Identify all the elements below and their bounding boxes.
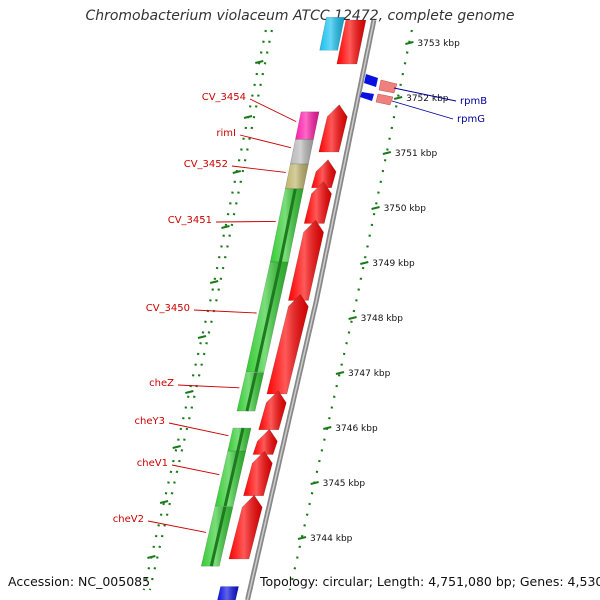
rna-feature-rpmG <box>375 93 394 106</box>
inner-major-tick <box>209 280 219 284</box>
genome-backbone <box>245 19 377 600</box>
label-leader <box>171 464 220 476</box>
gene-stripe <box>254 261 282 373</box>
label-leader <box>249 98 297 123</box>
label-leader <box>215 220 276 223</box>
red-gene-3-shade <box>311 159 337 188</box>
red-gene-8-shade <box>252 429 278 455</box>
gene-label-CV_3450: CV_3450 <box>146 303 190 314</box>
gene-stripe <box>236 427 245 452</box>
rna-features: rpmB rpmG <box>360 74 487 125</box>
gene-label-CV_3452: CV_3452 <box>184 159 228 170</box>
gene-stripe <box>223 450 240 507</box>
scale-label: 3752 kbp <box>406 94 449 104</box>
label-leader <box>239 134 292 149</box>
scale-tick <box>297 536 307 540</box>
scale-tick <box>335 371 345 375</box>
rna-arrow-blue-2 <box>360 92 374 101</box>
red-gene-5-shade <box>288 220 324 301</box>
gene-CV_3454-shade <box>295 111 320 140</box>
rna-arrow-blue-1 <box>364 74 378 87</box>
scale-tick <box>382 151 392 155</box>
gene-blue-10-shade <box>217 586 239 600</box>
gene-labels: CV_3454 rimI CV_3452 CV_3451 CV_3450 cheZ cheY… <box>113 92 297 533</box>
scale-label: 3753 kbp <box>417 39 460 49</box>
inner-major-tick <box>197 335 207 339</box>
scale-label: 3749 kbp <box>372 259 415 269</box>
rna-leader <box>393 87 457 102</box>
accession-text: Accession: NC_005085 <box>8 574 151 589</box>
red-gene-7-shade <box>258 390 287 430</box>
scale-tick <box>405 41 414 45</box>
gene-label-CV_3454: CV_3454 <box>202 92 246 103</box>
gene-label-cheZ: cheZ <box>149 378 174 389</box>
rna-feature-rpmB <box>378 79 398 94</box>
gene-cyan-9-shade <box>319 17 345 51</box>
gene-features <box>200 16 367 600</box>
gene-stripe <box>209 506 227 567</box>
label-leader <box>177 384 240 389</box>
rna-leader <box>391 100 454 120</box>
scale-tick <box>371 206 380 210</box>
label-leader <box>168 422 229 437</box>
label-leader <box>193 309 257 314</box>
scale-tick <box>393 96 403 100</box>
rna-label-rpmG: rpmG <box>457 114 485 125</box>
inner-major-tick <box>172 445 181 449</box>
tick-rings <box>142 29 413 591</box>
rna-label-rpmB: rpmB <box>460 96 487 107</box>
gene-label-cheY3: cheY3 <box>135 416 165 427</box>
inner-major-tick <box>243 115 253 119</box>
red-gene-10-shade <box>228 495 263 559</box>
scale-label: 3745 kbp <box>323 479 366 489</box>
gene-stripe <box>245 372 258 412</box>
scale-tick <box>360 261 369 265</box>
gene-CV_3452-shade <box>285 164 309 189</box>
scale-label: 3747 kbp <box>348 369 391 379</box>
label-leader <box>231 165 286 173</box>
red-gene-9-shade <box>243 451 273 496</box>
scale-tick <box>323 426 332 430</box>
gene-stripe <box>278 188 297 263</box>
gene-label-cheV2: cheV2 <box>113 514 144 525</box>
red-gene-1-shade <box>336 20 366 64</box>
red-gene-4-shade <box>304 181 332 224</box>
inner-major-tick <box>159 500 169 504</box>
label-leader <box>147 520 207 533</box>
gene-rimI-shade <box>290 139 314 165</box>
scale-label: 3746 kbp <box>335 424 378 434</box>
gene-label-rimI: rimI <box>216 128 236 139</box>
gene-label-CV_3451: CV_3451 <box>168 215 212 226</box>
red-gene-2-shade <box>318 104 348 152</box>
backbone-highlight <box>246 19 375 600</box>
scale-ring: 3753 kbp 3752 kbp 3751 kbp 3750 kbp 3749 kbp… <box>297 39 460 544</box>
inner-major-tick <box>255 60 264 64</box>
map-title: Chromobacterium violaceum ATCC 12472, co… <box>85 8 515 24</box>
inner-major-tick <box>147 555 156 559</box>
inner-major-tick <box>221 225 230 229</box>
red-gene-6-shade <box>266 294 309 394</box>
inner-major-tick <box>185 390 194 394</box>
scale-label: 3751 kbp <box>395 149 438 159</box>
topology-text: Topology: circular; Length: 4,751,080 bp… <box>260 574 600 589</box>
scale-label: 3744 kbp <box>310 534 353 544</box>
scale-label: 3750 kbp <box>384 204 427 214</box>
scale-tick <box>348 316 357 320</box>
inner-major-tick <box>232 170 241 174</box>
gene-label-cheV1: cheV1 <box>137 458 168 469</box>
scale-label: 3748 kbp <box>361 314 404 324</box>
